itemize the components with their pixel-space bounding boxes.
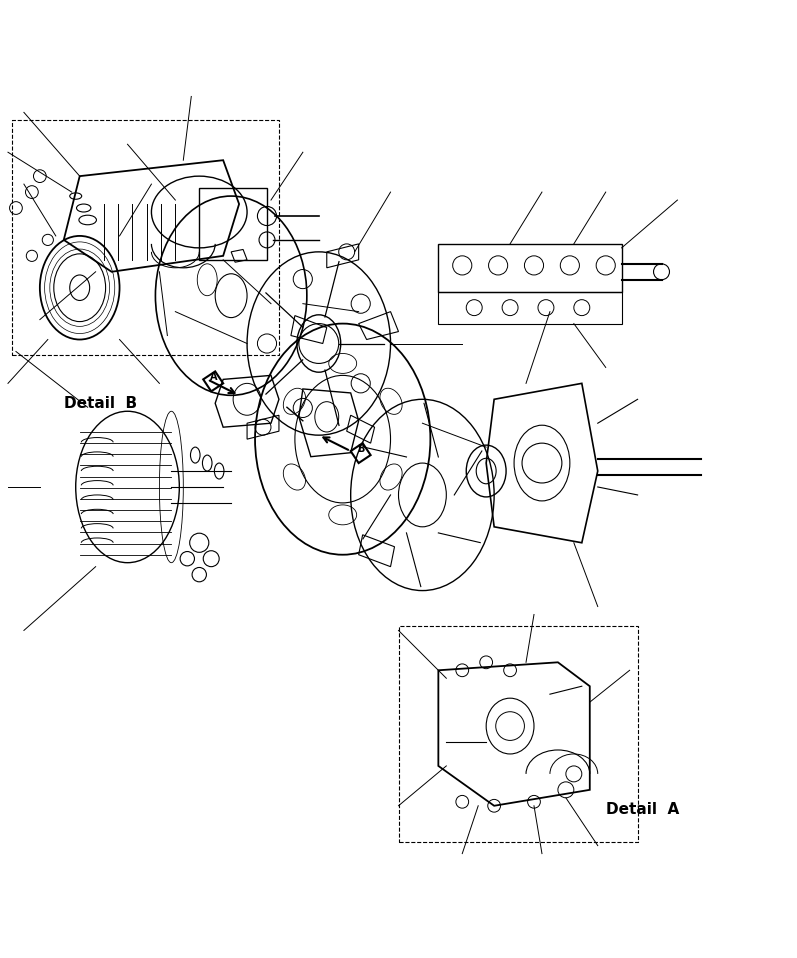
Bar <box>12 121 279 355</box>
Text: Detail  A: Detail A <box>606 802 679 817</box>
Bar <box>199 188 267 260</box>
Text: Detail  B: Detail B <box>64 396 137 411</box>
Text: B: B <box>357 444 365 454</box>
Text: A: A <box>210 372 218 382</box>
Bar <box>438 291 622 324</box>
Bar <box>398 627 638 842</box>
Bar <box>438 244 622 291</box>
